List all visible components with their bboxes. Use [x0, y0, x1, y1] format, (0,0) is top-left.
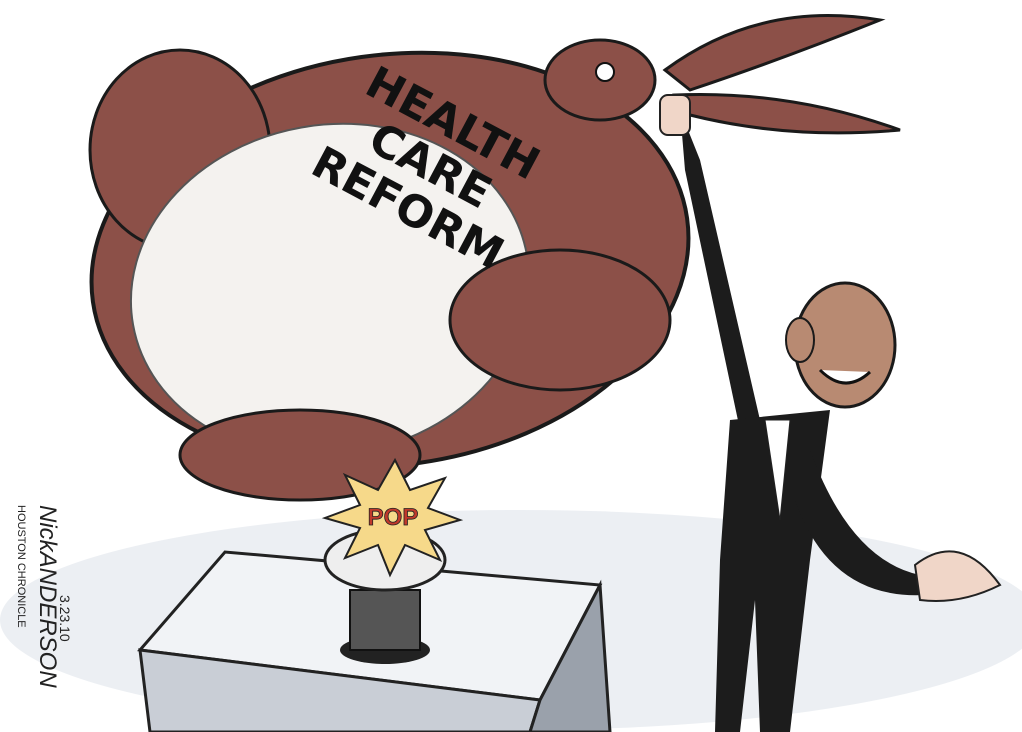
signature-publication: HOUSTON CHRONICLE [15, 505, 27, 628]
signature-date: 3.23.10 [57, 595, 73, 642]
rabbit-foot [178, 408, 422, 502]
rabbit-ear [672, 92, 901, 135]
pedestal-side [528, 579, 612, 732]
man-ear [785, 317, 815, 363]
man-arm [680, 110, 760, 430]
man-smile [818, 368, 872, 385]
button-stem [349, 589, 421, 651]
rabbit-arm [448, 248, 672, 392]
pop-burst [321, 457, 464, 578]
pop-text: POP [368, 504, 419, 531]
signature: NickANDERSON 3.23.10 HOUSTON CHRONICLE [15, 505, 73, 688]
rabbit-ear [662, 14, 886, 92]
man-arm-right [795, 450, 925, 596]
man-hand-right [913, 550, 1002, 602]
signature-artist: NickANDERSON [34, 505, 61, 688]
rabbit-eye [595, 62, 615, 82]
pedestal-front [138, 648, 542, 732]
man-shirt [764, 419, 791, 521]
man-hand [659, 94, 691, 136]
